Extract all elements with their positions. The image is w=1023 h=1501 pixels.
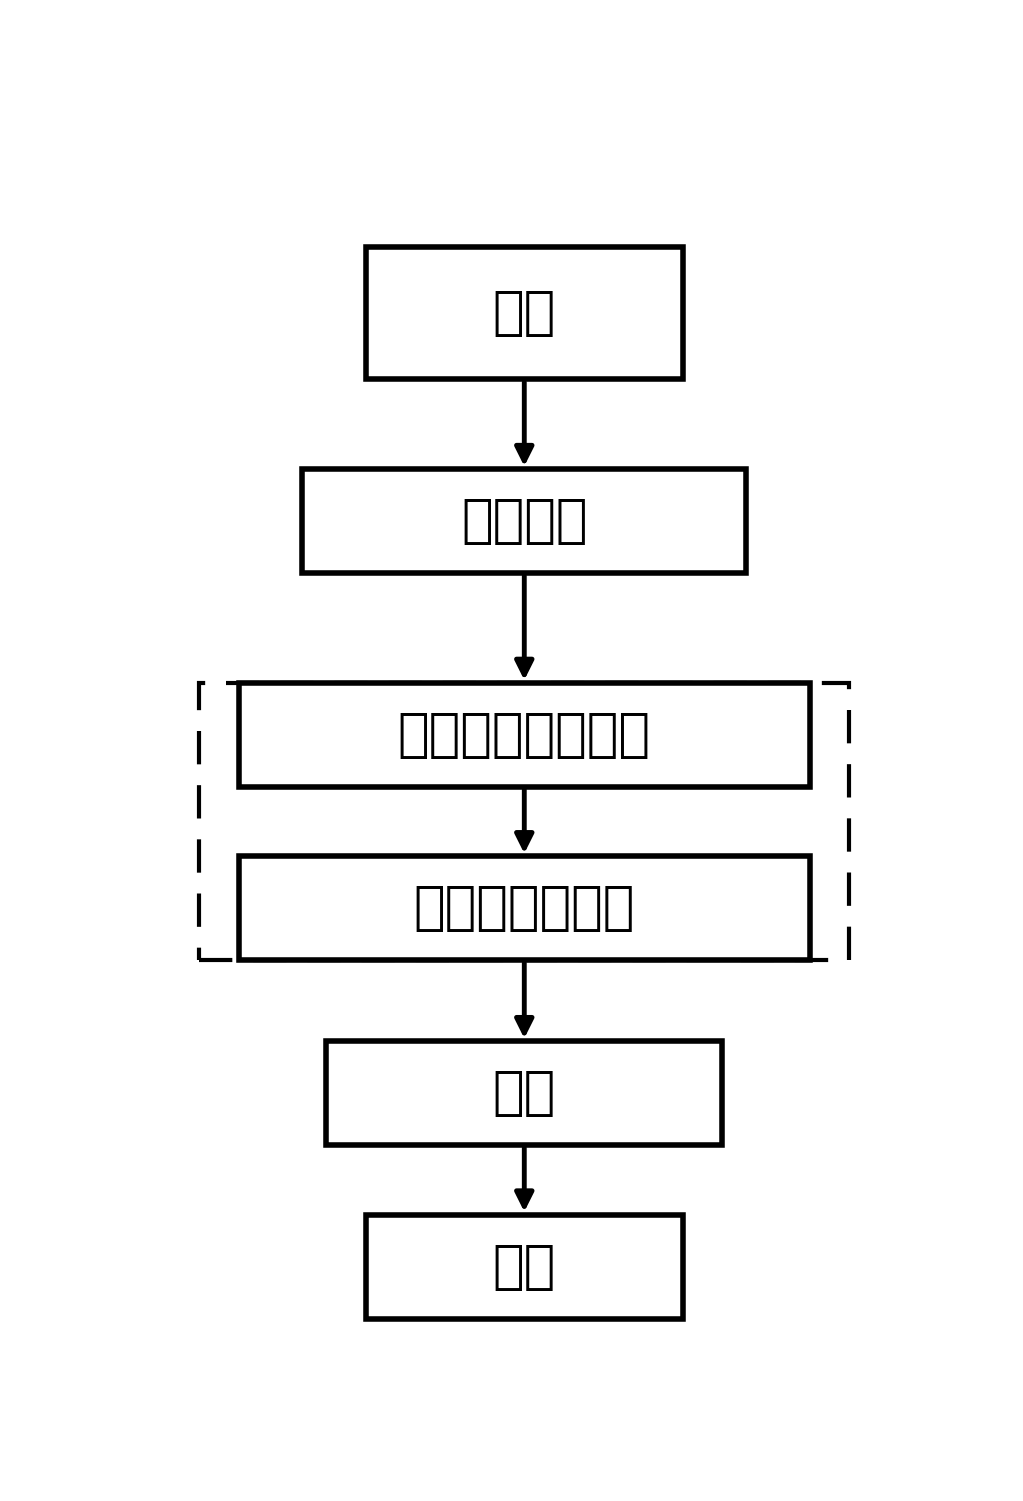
Text: 恒温氧化: 恒温氧化	[461, 495, 587, 546]
Bar	[239, 856, 810, 961]
Bar	[366, 246, 683, 380]
Text: 恒温气体反应淀积: 恒温气体反应淀积	[398, 708, 651, 761]
Bar	[199, 683, 849, 961]
Text: 吸杂: 吸杂	[493, 1067, 555, 1120]
Text: 进炉: 进炉	[493, 287, 555, 339]
Bar	[239, 683, 810, 787]
Bar	[303, 468, 747, 573]
Text: 恒温杂质再分布: 恒温杂质再分布	[413, 883, 635, 934]
Text: 出炉: 出炉	[493, 1240, 555, 1292]
Bar	[366, 1214, 683, 1318]
Bar	[326, 1042, 722, 1145]
